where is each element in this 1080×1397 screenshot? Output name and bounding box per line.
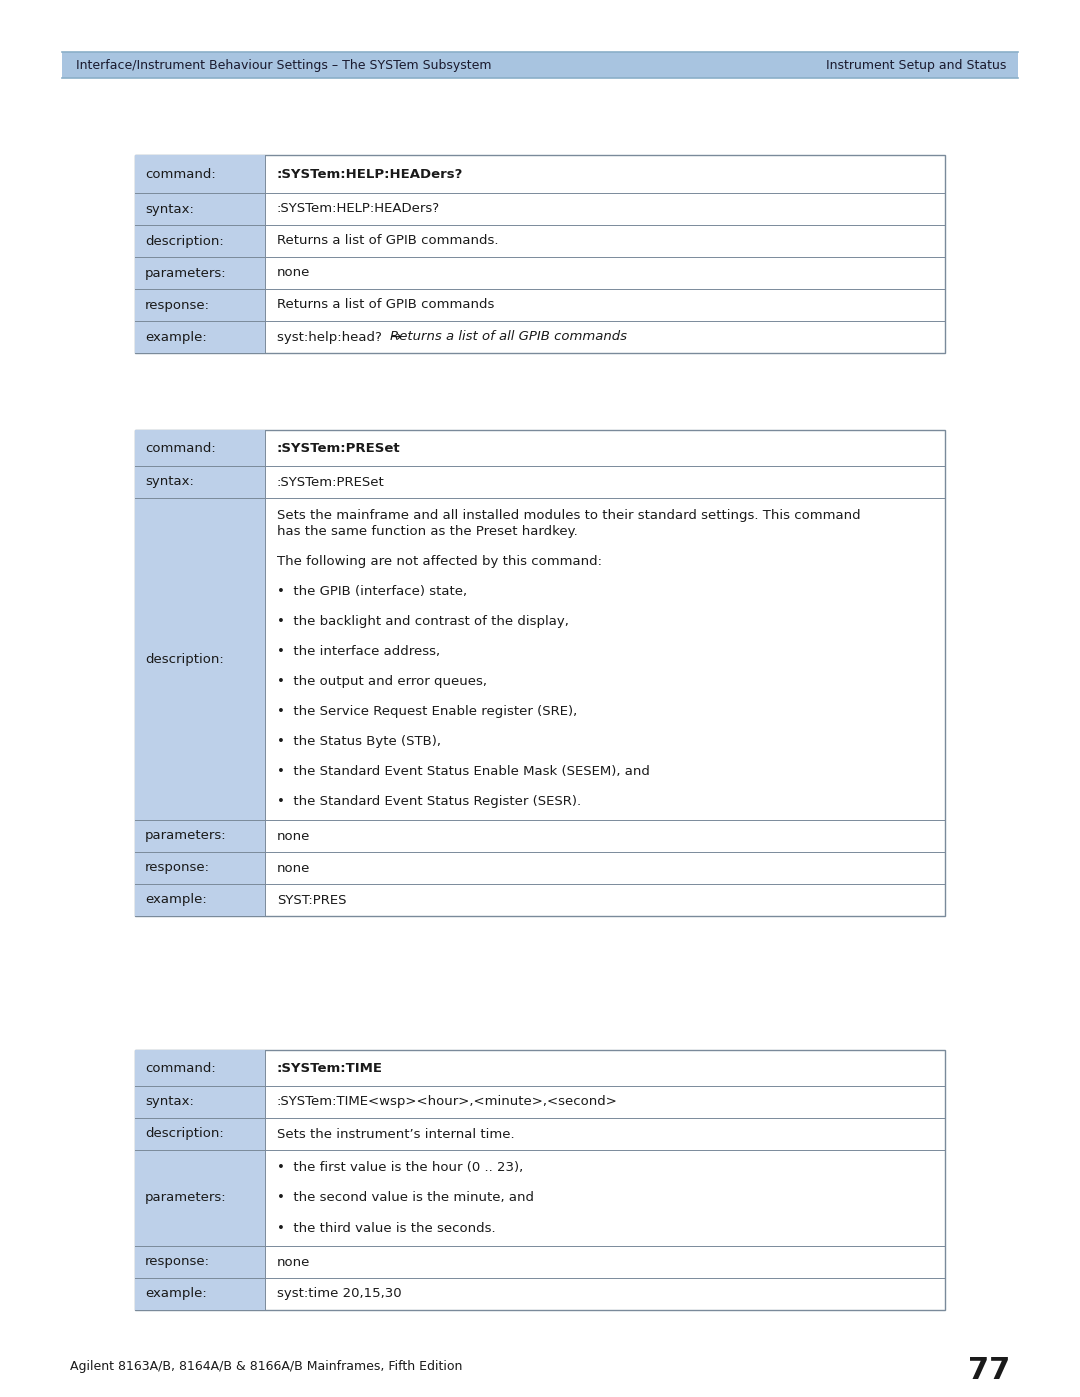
Bar (135, 1150, 265, 1246)
Bar (135, 193, 265, 225)
Text: command:: command: (145, 168, 216, 180)
Text: •  the Standard Event Status Enable Mask (SESEM), and: • the Standard Event Status Enable Mask … (276, 766, 650, 778)
Text: •  the interface address,: • the interface address, (276, 645, 441, 658)
Bar (135, 155, 945, 353)
Bar (135, 155, 265, 193)
Text: Interface/Instrument Behaviour Settings – The SYSTem Subsystem: Interface/Instrument Behaviour Settings … (76, 59, 491, 71)
Bar (135, 1278, 265, 1310)
Text: •  the output and error queues,: • the output and error queues, (276, 676, 487, 689)
Bar (135, 321, 265, 353)
Text: The following are not affected by this command:: The following are not affected by this c… (276, 556, 602, 569)
Text: example:: example: (145, 1288, 206, 1301)
Text: •  the Status Byte (STB),: • the Status Byte (STB), (276, 735, 441, 749)
Text: •  the GPIB (interface) state,: • the GPIB (interface) state, (276, 585, 468, 598)
Bar (135, 257, 265, 289)
Text: :SYSTem:PRESet: :SYSTem:PRESet (276, 441, 401, 454)
Text: description:: description: (145, 1127, 224, 1140)
Bar (135, 852, 265, 884)
Text: :SYSTem:HELP:HEADers?: :SYSTem:HELP:HEADers? (276, 168, 463, 180)
Text: :SYSTem:PRESet: :SYSTem:PRESet (276, 475, 384, 489)
Text: Agilent 8163A/B, 8164A/B & 8166A/B Mainframes, Fifth Edition: Agilent 8163A/B, 8164A/B & 8166A/B Mainf… (70, 1361, 462, 1373)
Bar (135, 1246, 265, 1278)
Text: response:: response: (145, 1256, 210, 1268)
Text: Instrument Setup and Status: Instrument Setup and Status (825, 59, 1005, 71)
Bar (135, 497, 265, 820)
Text: description:: description: (145, 235, 224, 247)
Text: command:: command: (145, 441, 216, 454)
Text: syst:time 20,15,30: syst:time 20,15,30 (276, 1288, 402, 1301)
Text: example:: example: (145, 331, 206, 344)
Text: none: none (276, 267, 310, 279)
Text: :SYSTem:TIME<wsp><hour>,<minute>,<second>: :SYSTem:TIME<wsp><hour>,<minute>,<second… (276, 1095, 618, 1108)
Text: •  the third value is the seconds.: • the third value is the seconds. (276, 1221, 496, 1235)
Bar (62, 52, 1018, 78)
Text: •  the second value is the minute, and: • the second value is the minute, and (276, 1192, 534, 1204)
Text: none: none (276, 830, 310, 842)
Text: example:: example: (145, 894, 206, 907)
Text: •  the Service Request Enable register (SRE),: • the Service Request Enable register (S… (276, 705, 577, 718)
Text: Sets the instrument’s internal time.: Sets the instrument’s internal time. (276, 1127, 515, 1140)
Text: response:: response: (145, 862, 210, 875)
Bar (135, 430, 945, 916)
Text: response:: response: (145, 299, 210, 312)
Text: description:: description: (145, 652, 224, 665)
Bar (135, 225, 265, 257)
Bar (135, 1085, 265, 1118)
Text: :SYSTem:TIME: :SYSTem:TIME (276, 1062, 383, 1074)
Text: parameters:: parameters: (145, 830, 227, 842)
Text: •  the Standard Event Status Register (SESR).: • the Standard Event Status Register (SE… (276, 795, 581, 809)
Text: command:: command: (145, 1062, 216, 1074)
Text: syst:help:head?  →: syst:help:head? → (276, 331, 410, 344)
Bar (135, 1051, 945, 1310)
Bar (135, 820, 265, 852)
Text: none: none (276, 862, 310, 875)
Text: •  the backlight and contrast of the display,: • the backlight and contrast of the disp… (276, 616, 569, 629)
Bar (135, 430, 265, 467)
Bar (135, 1051, 265, 1085)
Text: Sets the mainframe and all installed modules to their standard settings. This co: Sets the mainframe and all installed mod… (276, 510, 861, 522)
Text: Returns a list of GPIB commands.: Returns a list of GPIB commands. (276, 235, 499, 247)
Bar (135, 289, 265, 321)
Text: 77: 77 (968, 1356, 1010, 1384)
Text: parameters:: parameters: (145, 1192, 227, 1204)
Text: has the same function as the Preset hardkey.: has the same function as the Preset hard… (276, 525, 578, 538)
Text: SYST:PRES: SYST:PRES (276, 894, 347, 907)
Text: syntax:: syntax: (145, 475, 194, 489)
Text: •  the first value is the hour (0 .. 23),: • the first value is the hour (0 .. 23), (276, 1161, 523, 1175)
Text: :SYSTem:HELP:HEADers?: :SYSTem:HELP:HEADers? (276, 203, 441, 215)
Bar (135, 884, 265, 916)
Text: syntax:: syntax: (145, 1095, 194, 1108)
Text: Returns a list of all GPIB commands: Returns a list of all GPIB commands (390, 331, 627, 344)
Bar (135, 467, 265, 497)
Text: parameters:: parameters: (145, 267, 227, 279)
Text: Returns a list of GPIB commands: Returns a list of GPIB commands (276, 299, 495, 312)
Bar (135, 1118, 265, 1150)
Text: none: none (276, 1256, 310, 1268)
Text: syntax:: syntax: (145, 203, 194, 215)
